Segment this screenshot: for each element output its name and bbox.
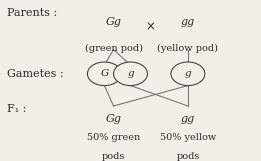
Text: Gg: Gg [105, 114, 122, 124]
Text: g: g [185, 69, 191, 78]
Text: pods: pods [176, 152, 200, 161]
Text: Parents :: Parents : [7, 8, 57, 18]
Ellipse shape [114, 62, 147, 86]
Ellipse shape [171, 62, 205, 86]
Text: gg: gg [181, 17, 195, 27]
Text: F₁ :: F₁ : [7, 104, 26, 114]
Text: (green pod): (green pod) [85, 44, 143, 53]
Ellipse shape [87, 62, 121, 86]
Text: Gg: Gg [105, 17, 122, 27]
Text: (yellow pod): (yellow pod) [157, 44, 218, 53]
Text: ×: × [145, 20, 155, 33]
Text: Gametes :: Gametes : [7, 69, 63, 79]
Text: pods: pods [102, 152, 125, 161]
Text: G: G [100, 69, 109, 78]
Text: 50% yellow: 50% yellow [160, 133, 216, 142]
Text: gg: gg [181, 114, 195, 124]
Text: g: g [127, 69, 134, 78]
Text: 50% green: 50% green [87, 133, 140, 142]
